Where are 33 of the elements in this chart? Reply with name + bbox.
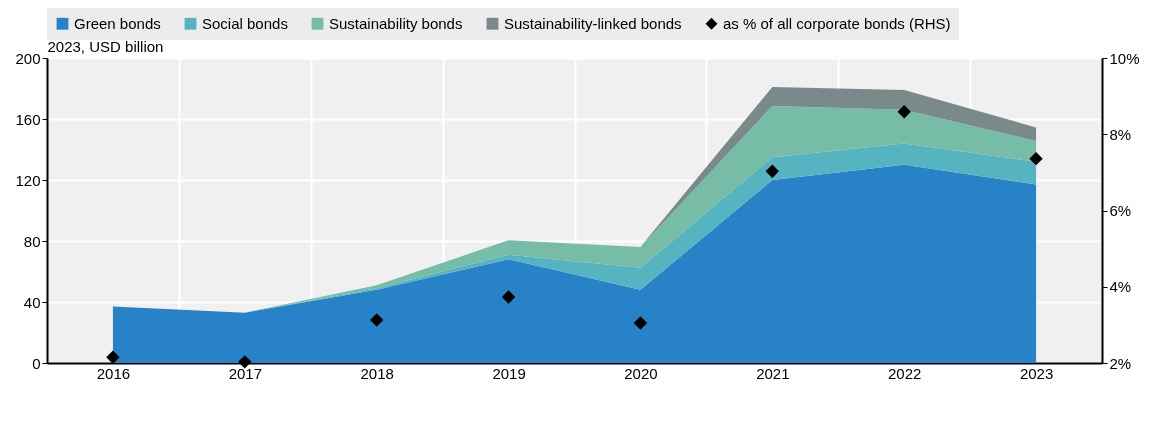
legend-label: Green bonds <box>74 14 161 32</box>
legend-label: Sustainability bonds <box>329 14 463 32</box>
legend-label: Social bonds <box>202 14 288 32</box>
y2-tick-label: 8% <box>1109 125 1132 143</box>
y-tick-label: 200 <box>15 49 41 67</box>
point <box>369 313 384 327</box>
y-tick-label: 160 <box>15 110 41 128</box>
y2-tick-label: 4% <box>1109 278 1132 296</box>
y2-tick-label: 10% <box>1109 49 1140 67</box>
point <box>1029 151 1043 166</box>
y-tick-label: 80 <box>23 232 41 250</box>
y-tick-label: 0 <box>32 354 41 372</box>
legend-label: Sustainability-linked bonds <box>504 14 682 32</box>
legend-label: as % of all corporate bonds (RHS) <box>723 14 951 32</box>
point <box>238 355 252 369</box>
point <box>765 164 780 178</box>
point <box>106 350 120 364</box>
point <box>501 290 516 304</box>
y-tick-label: 40 <box>23 293 41 311</box>
x-tick-label: 2022 <box>888 364 922 382</box>
x-tick-label: 2016 <box>96 364 131 382</box>
x-tick-label: 2021 <box>756 364 790 382</box>
y2-tick-label: 6% <box>1109 202 1132 219</box>
y-tick-label: 120 <box>15 171 41 189</box>
point <box>633 316 648 330</box>
x-tick-label: 2018 <box>360 364 394 382</box>
point <box>897 105 911 119</box>
x-tick-label: 2020 <box>624 364 658 382</box>
y2-tick-label: 2% <box>1109 354 1132 372</box>
y-axis-title: 2023, USD billion <box>47 37 164 55</box>
x-tick-label: 2023 <box>1019 364 1054 382</box>
x-tick-label: 2017 <box>228 364 262 382</box>
x-tick-label: 2019 <box>492 364 526 382</box>
